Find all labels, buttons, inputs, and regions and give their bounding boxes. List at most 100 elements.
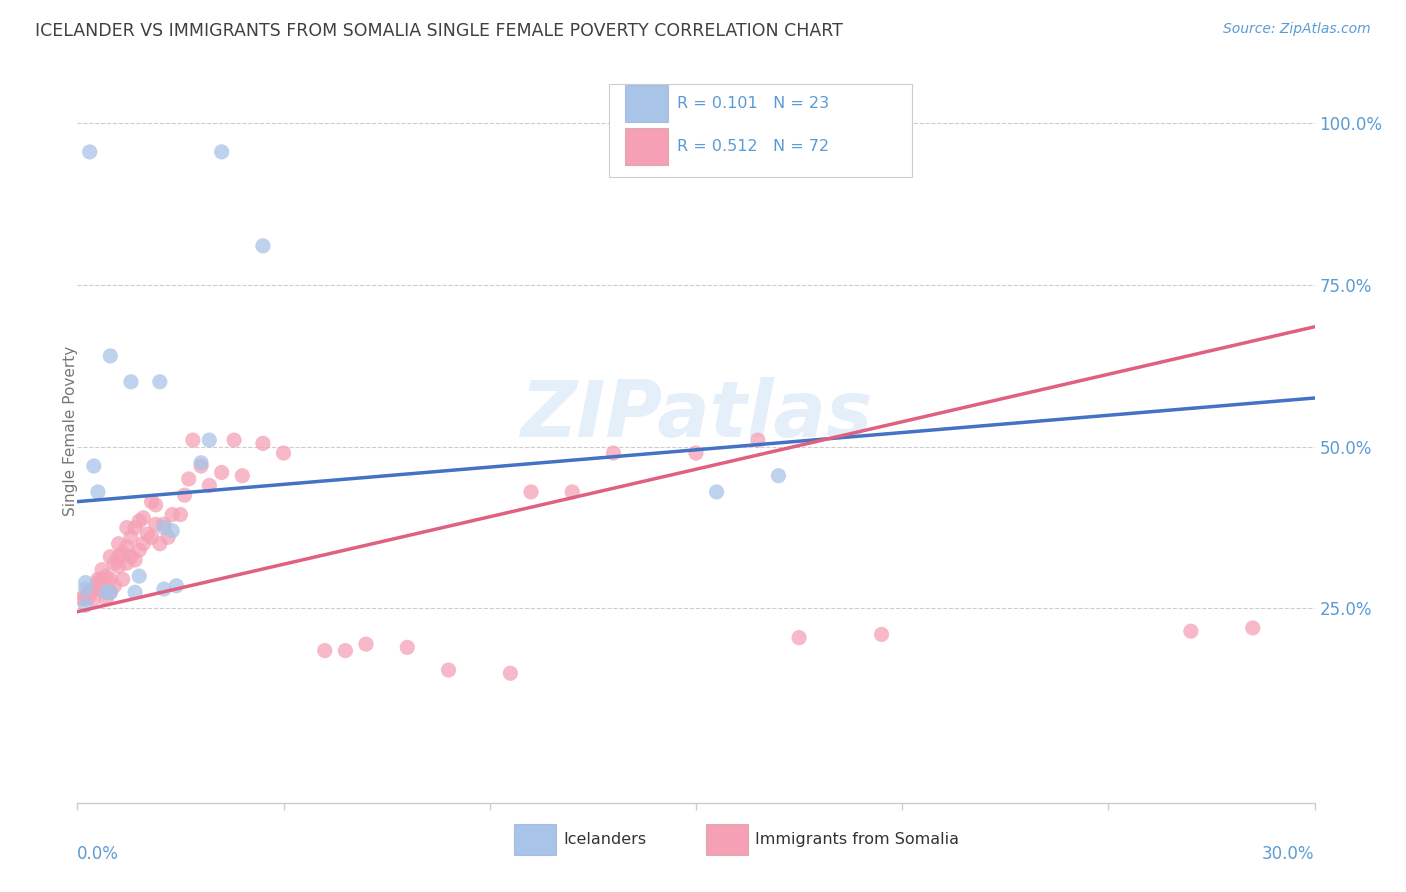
Point xyxy=(768,468,790,483)
Point xyxy=(75,599,97,613)
Point xyxy=(79,589,101,603)
Point xyxy=(87,579,110,593)
Point xyxy=(111,546,134,560)
Point xyxy=(141,530,163,544)
FancyBboxPatch shape xyxy=(626,128,668,165)
Text: ZIPatlas: ZIPatlas xyxy=(520,377,872,453)
Point xyxy=(87,575,110,590)
Point xyxy=(132,511,155,525)
Point xyxy=(132,537,155,551)
Point xyxy=(124,553,146,567)
Point xyxy=(98,549,121,564)
Point xyxy=(87,573,110,587)
Point xyxy=(211,145,233,159)
Point xyxy=(231,468,253,483)
Point xyxy=(111,573,134,587)
Point xyxy=(747,433,769,447)
Text: ICELANDER VS IMMIGRANTS FROM SOMALIA SINGLE FEMALE POVERTY CORRELATION CHART: ICELANDER VS IMMIGRANTS FROM SOMALIA SIN… xyxy=(35,22,844,40)
Point xyxy=(98,585,121,599)
Point xyxy=(75,589,97,603)
Point xyxy=(1241,621,1264,635)
Point xyxy=(91,573,114,587)
Point xyxy=(83,591,105,606)
Point xyxy=(91,582,114,596)
Point xyxy=(149,537,172,551)
Point xyxy=(160,508,183,522)
Text: 0.0%: 0.0% xyxy=(77,845,120,863)
Point xyxy=(177,472,200,486)
Point xyxy=(145,498,167,512)
Point xyxy=(98,573,121,587)
Point xyxy=(870,627,893,641)
Point xyxy=(70,591,93,606)
Text: R = 0.101   N = 23: R = 0.101 N = 23 xyxy=(678,96,830,112)
Point xyxy=(120,375,142,389)
Point xyxy=(87,484,110,499)
Point xyxy=(190,456,212,470)
Point xyxy=(273,446,295,460)
Point xyxy=(83,458,105,473)
Point xyxy=(115,556,138,570)
Point xyxy=(160,524,183,538)
Point xyxy=(79,145,101,159)
FancyBboxPatch shape xyxy=(626,86,668,122)
Point xyxy=(499,666,522,681)
Point xyxy=(107,537,129,551)
Point xyxy=(153,582,176,596)
Point xyxy=(75,582,97,596)
Point xyxy=(120,530,142,544)
Point xyxy=(198,433,221,447)
Point xyxy=(169,508,191,522)
FancyBboxPatch shape xyxy=(706,823,748,855)
Point xyxy=(96,591,118,606)
Point xyxy=(141,494,163,508)
Point xyxy=(396,640,419,655)
Point xyxy=(83,582,105,596)
Point xyxy=(124,585,146,599)
Point xyxy=(602,446,624,460)
Point xyxy=(520,484,543,499)
Point xyxy=(173,488,195,502)
Point xyxy=(787,631,810,645)
Point xyxy=(252,239,274,253)
Point xyxy=(153,520,176,534)
Text: Immigrants from Somalia: Immigrants from Somalia xyxy=(755,832,959,847)
Point xyxy=(75,575,97,590)
Point xyxy=(136,527,159,541)
Point xyxy=(706,484,728,499)
Point xyxy=(128,514,150,528)
Point xyxy=(124,520,146,534)
Point xyxy=(211,466,233,480)
Point xyxy=(98,349,121,363)
Point xyxy=(91,563,114,577)
FancyBboxPatch shape xyxy=(515,823,557,855)
Point xyxy=(79,585,101,599)
Point xyxy=(96,569,118,583)
Text: R = 0.512   N = 72: R = 0.512 N = 72 xyxy=(678,139,830,154)
Point xyxy=(75,591,97,606)
Point xyxy=(96,585,118,599)
Point xyxy=(98,585,121,599)
Point xyxy=(128,569,150,583)
Text: 30.0%: 30.0% xyxy=(1263,845,1315,863)
Point xyxy=(149,375,172,389)
Point xyxy=(145,517,167,532)
Point xyxy=(107,559,129,574)
Text: Icelanders: Icelanders xyxy=(564,832,647,847)
Point xyxy=(222,433,245,447)
Text: Source: ZipAtlas.com: Source: ZipAtlas.com xyxy=(1223,22,1371,37)
Point xyxy=(437,663,460,677)
Point xyxy=(335,643,357,657)
Point xyxy=(1180,624,1202,639)
Point xyxy=(157,530,180,544)
Y-axis label: Single Female Poverty: Single Female Poverty xyxy=(63,345,77,516)
Point xyxy=(153,517,176,532)
Point xyxy=(115,540,138,554)
Point xyxy=(190,458,212,473)
Point xyxy=(103,556,125,570)
Point xyxy=(561,484,583,499)
Point xyxy=(128,543,150,558)
Point xyxy=(314,643,336,657)
Point xyxy=(165,579,187,593)
FancyBboxPatch shape xyxy=(609,84,912,178)
